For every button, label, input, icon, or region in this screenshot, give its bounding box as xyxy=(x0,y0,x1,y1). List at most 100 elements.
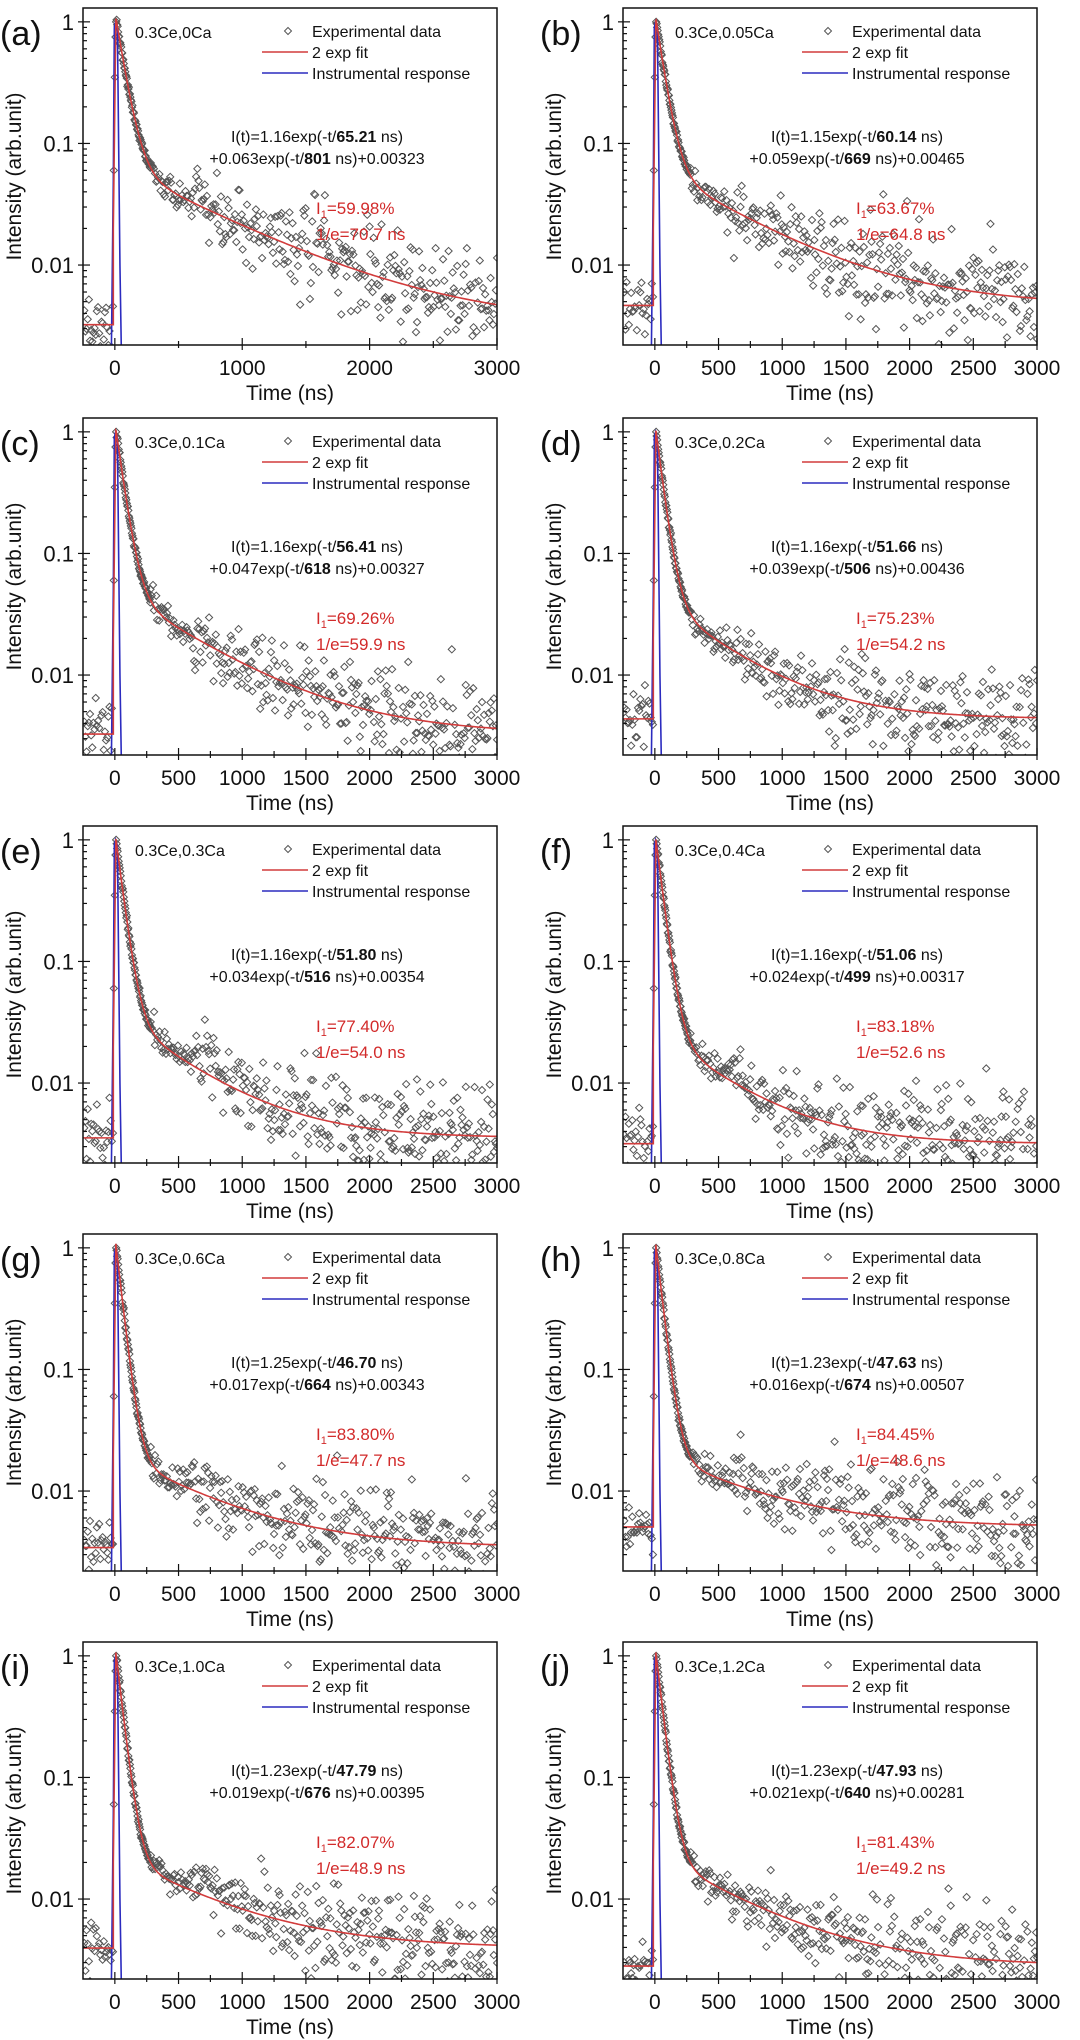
data-point xyxy=(777,1121,787,1131)
data-point xyxy=(353,305,362,315)
data-point xyxy=(967,1529,977,1538)
data-point xyxy=(866,205,875,215)
y-axis-label: Intensity (arb.unit) xyxy=(3,92,26,260)
data-point xyxy=(897,1120,907,1130)
data-point xyxy=(670,123,680,133)
data-point xyxy=(349,1545,359,1555)
data-point xyxy=(316,224,325,233)
data-point xyxy=(988,684,998,693)
data-point xyxy=(413,1525,423,1534)
data-point xyxy=(983,685,993,694)
plot-frame xyxy=(622,825,1038,1164)
I1-fraction: I1=69.26% xyxy=(316,609,394,631)
data-point xyxy=(237,1902,247,1911)
data-point xyxy=(955,1498,965,1508)
data-point xyxy=(303,722,313,732)
data-point xyxy=(648,1550,658,1559)
data-point xyxy=(477,1085,487,1095)
data-point xyxy=(963,335,973,345)
data-point xyxy=(482,1137,491,1146)
data-point xyxy=(723,1870,732,1879)
eq-tau1: 51.06 xyxy=(876,947,916,964)
data-point xyxy=(936,686,946,696)
data-point xyxy=(689,1459,699,1469)
data-point xyxy=(874,248,884,257)
data-point xyxy=(213,1523,223,1532)
data-point xyxy=(87,743,97,752)
eq-tau2: 676 xyxy=(304,1785,331,1802)
data-point xyxy=(744,639,754,649)
data-point xyxy=(764,1489,773,1498)
x-tick-label: 3000 xyxy=(474,1991,521,2014)
data-point xyxy=(766,1502,776,1511)
I1-fraction: I1=84.45% xyxy=(856,1425,934,1447)
data-point xyxy=(358,1094,368,1103)
data-point xyxy=(196,1074,205,1083)
one-over-e-lifetime: 1/e=52.6 ns xyxy=(856,1043,945,1062)
data-point xyxy=(863,1094,873,1104)
data-point xyxy=(186,1868,195,1878)
data-point xyxy=(254,1090,264,1100)
data-point xyxy=(839,1083,848,1092)
data-point xyxy=(835,1479,845,1489)
data-point xyxy=(727,198,737,208)
data-point xyxy=(463,286,473,295)
data-point xyxy=(91,1923,101,1933)
lifetime-annotation: I1=84.45%1/e=48.6 ns xyxy=(856,1425,945,1470)
data-point xyxy=(333,1513,343,1522)
data-point xyxy=(984,1492,993,1501)
x-tick-label: 2500 xyxy=(410,1991,457,2014)
data-point xyxy=(401,305,411,315)
data-point xyxy=(370,256,380,265)
data-point xyxy=(631,1525,641,1535)
data-point xyxy=(308,684,318,693)
data-point xyxy=(1015,1486,1025,1496)
data-point xyxy=(939,1121,949,1131)
data-point xyxy=(348,1152,358,1162)
I1-value: 84.45% xyxy=(877,1425,935,1444)
data-point xyxy=(765,206,775,216)
data-point xyxy=(244,232,254,242)
x-axis-label: Time (ns) xyxy=(786,1200,874,1223)
data-point xyxy=(235,1069,244,1079)
data-point xyxy=(97,771,104,778)
data-point xyxy=(218,1108,228,1118)
data-point xyxy=(763,1513,772,1523)
data-point xyxy=(160,192,170,201)
data-point xyxy=(896,1485,905,1495)
data-point xyxy=(850,243,860,252)
data-point xyxy=(686,1029,695,1038)
data-point xyxy=(779,222,789,232)
data-point xyxy=(465,1950,475,1960)
data-point xyxy=(785,219,795,229)
I1-value: 59.98% xyxy=(337,199,395,218)
data-point xyxy=(325,1943,334,1953)
x-tick-label: 500 xyxy=(161,1991,196,2014)
data-point xyxy=(719,187,729,196)
sample-label: 0.3Ce,0.6Ca xyxy=(135,1251,225,1268)
plot-frame xyxy=(82,1233,498,1572)
data-point xyxy=(248,1105,257,1115)
data-point xyxy=(205,1064,215,1073)
I1-symbol: I xyxy=(856,609,861,628)
data-point xyxy=(789,239,799,248)
data-point xyxy=(873,1503,883,1512)
data-point xyxy=(967,264,977,274)
data-point xyxy=(373,1914,383,1923)
data-point xyxy=(446,309,456,319)
y-axis-label: Intensity (arb.unit) xyxy=(3,502,26,670)
eq-text: ns) xyxy=(376,947,403,964)
data-point xyxy=(199,1069,209,1078)
plot-area xyxy=(623,427,1037,755)
data-point xyxy=(240,645,250,654)
data-point xyxy=(93,1538,103,1548)
eq-tau1: 51.80 xyxy=(336,947,376,964)
data-point xyxy=(261,1096,270,1105)
data-point xyxy=(315,1557,324,1566)
data-point xyxy=(91,693,101,703)
data-point xyxy=(135,1825,145,1834)
x-tick-label: 2500 xyxy=(950,1583,997,1606)
x-axis-label: Time (ns) xyxy=(246,1200,334,1223)
data-point xyxy=(753,209,763,218)
